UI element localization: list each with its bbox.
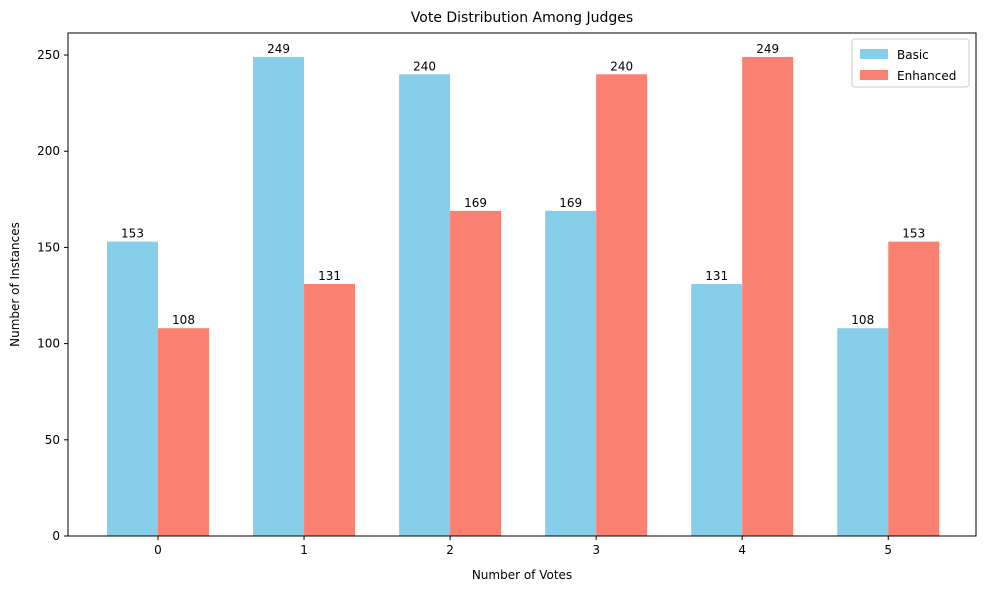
y-tick-label: 150 xyxy=(37,240,60,254)
y-tick-label: 200 xyxy=(37,144,60,158)
x-tick-label: 3 xyxy=(592,543,600,557)
x-tick-label: 5 xyxy=(884,543,892,557)
bar-value-label: 153 xyxy=(121,227,144,241)
bar-basic-2 xyxy=(399,74,451,536)
bar-enhanced-4 xyxy=(742,56,794,536)
legend-swatch-basic xyxy=(860,49,888,59)
y-tick-label: 250 xyxy=(37,48,60,62)
plot-frame xyxy=(67,32,977,537)
bar-value-label: 249 xyxy=(267,42,290,56)
bar-value-label: 108 xyxy=(851,313,874,327)
bar-value-label: 240 xyxy=(413,59,436,73)
x-tick-label: 0 xyxy=(154,543,162,557)
bar-enhanced-1 xyxy=(304,283,356,536)
bars-group xyxy=(107,56,940,536)
chart-title: Vote Distribution Among Judges xyxy=(411,10,633,26)
bar-enhanced-3 xyxy=(596,74,648,536)
x-axis-label: Number of Votes xyxy=(472,568,572,582)
bar-value-label: 131 xyxy=(318,269,341,283)
y-tick-label: 50 xyxy=(45,433,60,447)
x-tick-label: 2 xyxy=(446,543,454,557)
y-tick-label: 0 xyxy=(52,529,60,543)
x-tick-label: 4 xyxy=(738,543,746,557)
bar-basic-0 xyxy=(107,241,158,536)
bar-value-label: 249 xyxy=(756,42,779,56)
bar-basic-4 xyxy=(691,283,743,536)
bar-basic-1 xyxy=(253,56,305,536)
bar-value-label: 153 xyxy=(902,227,925,241)
x-tick-label: 1 xyxy=(300,543,308,557)
bar-enhanced-2 xyxy=(450,210,502,536)
bar-basic-5 xyxy=(837,328,889,536)
bar-value-label: 108 xyxy=(172,313,195,327)
bar-enhanced-5 xyxy=(888,241,940,536)
y-tick-label: 100 xyxy=(37,337,60,351)
legend: Basic Enhanced xyxy=(851,38,970,88)
y-axis-label: Number of Instances xyxy=(8,222,22,347)
legend-swatch-enhanced xyxy=(860,70,888,80)
legend-label-basic: Basic xyxy=(897,48,929,62)
y-axis: 0 50 100 150 200 250 xyxy=(37,48,68,543)
bar-value-label: 131 xyxy=(705,269,728,283)
bar-value-label: 169 xyxy=(464,196,487,210)
legend-label-enhanced: Enhanced xyxy=(897,69,956,83)
bar-value-label: 169 xyxy=(559,196,582,210)
x-axis: 0 1 2 3 4 5 xyxy=(154,536,892,557)
bar-enhanced-0 xyxy=(158,328,209,536)
bar-labels-group: 153 249 240 169 131 108 108 131 169 240 249 153 xyxy=(121,42,925,327)
bar-basic-3 xyxy=(545,210,597,536)
bar-value-label: 240 xyxy=(610,59,633,73)
